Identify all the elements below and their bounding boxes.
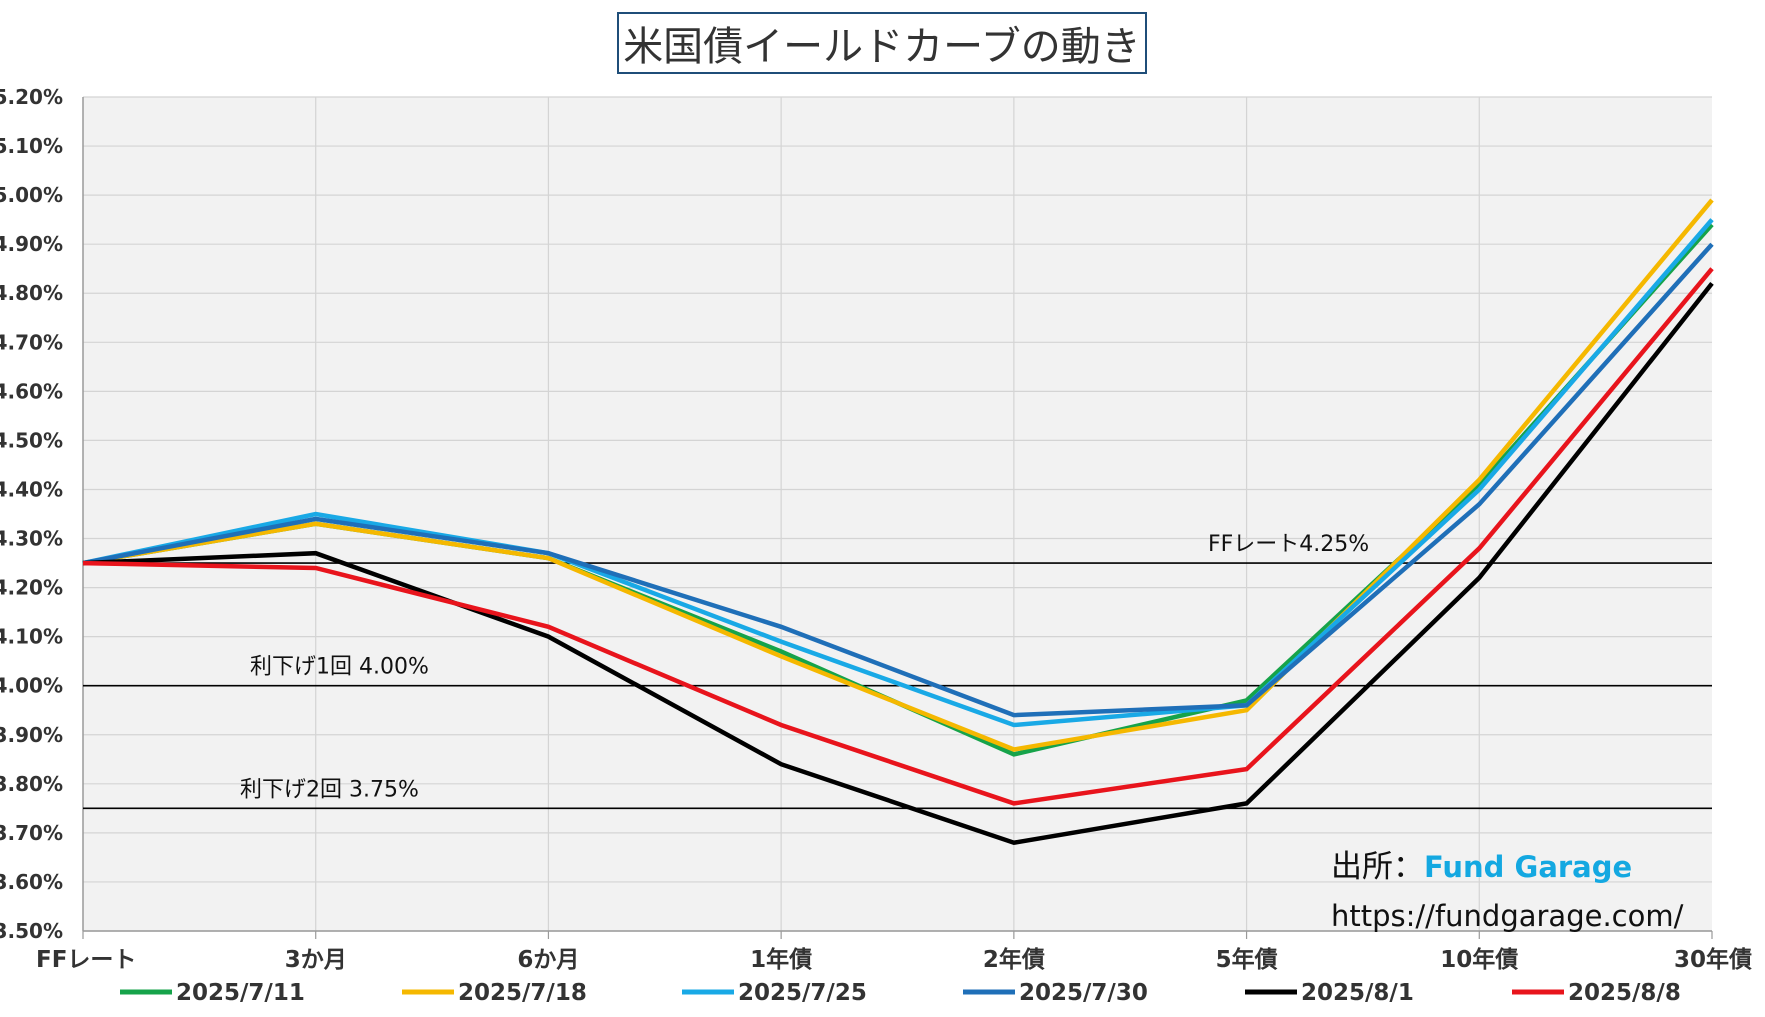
- reference-lines: FFレート4.25% 利下げ1回 4.00% 利下げ2回 3.75%: [83, 532, 1712, 810]
- x-tick-label: 1年債: [750, 946, 812, 973]
- source-prefix: 出所：: [1331, 849, 1424, 885]
- y-tick-label: 4.30%: [0, 527, 63, 551]
- y-tick-label: 5.00%: [0, 183, 63, 207]
- y-tick-label: 4.50%: [0, 428, 63, 452]
- x-tick-label: FFレート: [36, 947, 136, 973]
- legend-label: 2025/7/11: [176, 980, 305, 1006]
- y-tick-label: 4.70%: [0, 330, 63, 354]
- y-tick-label: 4.00%: [0, 674, 63, 698]
- x-tick-label: 6か月: [517, 947, 579, 973]
- axes: 3.50% 3.60% 3.70% 3.80% 3.90% 4.00% 4.10% 4.20%…: [0, 85, 1752, 973]
- y-tick-label: 4.60%: [0, 379, 63, 403]
- y-tick-label: 3.50%: [0, 919, 63, 943]
- chart-title: 米国債イールドカーブの動き: [617, 12, 1147, 74]
- x-tick-label: 30年債: [1674, 946, 1752, 973]
- reference-line-label: 利下げ2回 3.75%: [240, 777, 419, 802]
- series-line: [82, 198, 1714, 752]
- y-tick-label: 4.90%: [0, 232, 63, 256]
- y-tick-label: 5.10%: [0, 134, 63, 158]
- source-name: Fund Garage: [1424, 850, 1632, 884]
- legend-label: 2025/8/1: [1301, 980, 1414, 1006]
- y-tick-label: 5.20%: [0, 85, 63, 109]
- grid-lines: [83, 96, 1712, 932]
- y-tick-label: 3.60%: [0, 870, 63, 894]
- series-line: [82, 218, 1714, 728]
- legend-label: 2025/7/30: [1019, 980, 1148, 1006]
- source-label: 出所：Fund Garage: [1331, 849, 1632, 885]
- series-line: [82, 242, 1714, 718]
- legend-label: 2025/7/18: [458, 980, 587, 1006]
- y-tick-label: 4.40%: [0, 477, 63, 501]
- reference-line-label: FFレート4.25%: [1208, 532, 1369, 557]
- reference-line-label: 利下げ1回 4.00%: [250, 655, 429, 680]
- x-tick-label: 2年債: [983, 946, 1045, 973]
- y-tick-label: 3.90%: [0, 723, 63, 747]
- series-line: [82, 282, 1714, 846]
- legend-label: 2025/8/8: [1568, 980, 1681, 1006]
- plot-area: [83, 97, 1712, 931]
- source-url: https://fundgarage.com/: [1331, 899, 1684, 933]
- series-lines: [82, 198, 1714, 846]
- source-note: 出所：Fund Garage https://fundgarage.com/: [1331, 849, 1684, 933]
- legend: 2025/7/11 2025/7/18 2025/7/25 2025/7/30 2025…: [120, 980, 1681, 1006]
- x-tick-label: 10年債: [1440, 946, 1518, 973]
- legend-label: 2025/7/25: [738, 980, 867, 1006]
- x-tick-label: 5年債: [1216, 946, 1278, 973]
- y-tick-label: 4.10%: [0, 625, 63, 649]
- y-tick-label: 3.80%: [0, 772, 63, 796]
- y-tick-label: 3.70%: [0, 821, 63, 845]
- series-line: [82, 267, 1714, 806]
- y-tick-label: 4.20%: [0, 576, 63, 600]
- y-tick-label: 4.80%: [0, 281, 63, 305]
- x-tick-label: 3か月: [285, 947, 347, 973]
